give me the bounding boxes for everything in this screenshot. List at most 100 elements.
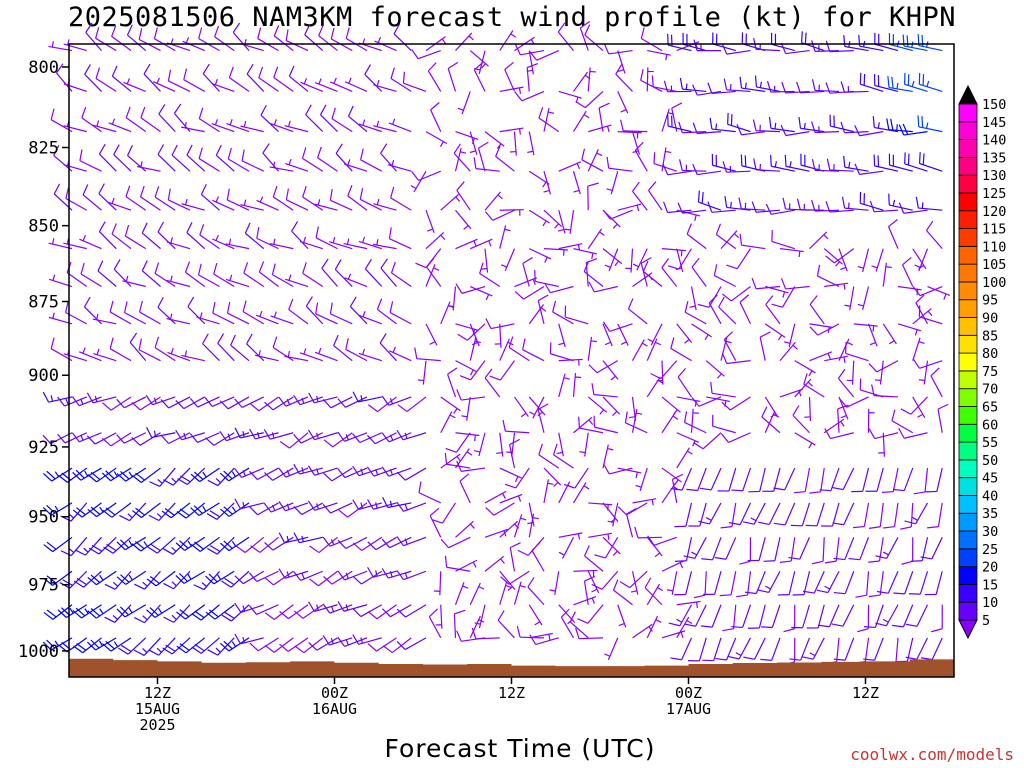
wind-barb — [315, 302, 338, 325]
wind-barb — [330, 27, 353, 52]
wind-barb — [902, 34, 928, 52]
wind-barb-feather — [186, 144, 193, 156]
wind-barb-feather — [902, 256, 912, 266]
wind-barb-feather — [322, 503, 331, 514]
wind-barb-shaft — [753, 502, 766, 525]
wind-barb-shaft — [173, 570, 191, 590]
wind-barb-shaft — [157, 154, 176, 172]
wind-barb-shaft — [520, 50, 545, 56]
wind-barb-shaft — [156, 536, 176, 554]
wind-barb-feather — [294, 645, 305, 654]
wind-barb-feather — [153, 27, 158, 39]
wind-barb-shaft — [824, 355, 848, 362]
wind-barb-shaft — [625, 513, 634, 538]
wind-barb-shaft — [661, 360, 664, 385]
wind-barb-feather — [497, 610, 505, 621]
wind-barb-half-feather — [410, 185, 417, 190]
wind-barb-feather — [71, 432, 80, 443]
wind-barb-feather — [97, 260, 104, 272]
wind-barb — [200, 183, 220, 211]
wind-barb — [323, 570, 353, 585]
wind-barb — [250, 536, 279, 553]
wind-barb — [314, 347, 338, 362]
wind-barb-shaft — [523, 286, 545, 300]
wind-barb-shaft — [393, 33, 412, 52]
wind-barb-shaft — [653, 536, 677, 546]
colorbar-label: 40 — [982, 488, 998, 504]
wind-barb-shaft — [455, 360, 478, 373]
wind-barb-shaft — [837, 408, 840, 433]
wind-barb — [913, 468, 929, 495]
wind-barb-half-feather — [607, 447, 614, 451]
colorbar-swatch — [958, 370, 978, 390]
wind-barb-feather — [796, 81, 801, 93]
wind-barb-half-feather — [604, 264, 611, 268]
wind-barb-shaft — [291, 230, 309, 250]
wind-barb — [811, 159, 840, 172]
wind-barb-feather — [98, 143, 106, 155]
wind-barb — [588, 124, 612, 133]
wind-barb-feather — [843, 35, 846, 47]
wind-barb-feather — [396, 471, 406, 481]
wind-barb-feather — [190, 543, 201, 552]
wind-barb — [207, 637, 235, 656]
wind-barb — [873, 74, 899, 93]
wind-barb — [396, 501, 427, 512]
wind-barb-shaft — [676, 248, 684, 273]
wind-barb — [514, 44, 545, 56]
wind-barb-shaft — [143, 73, 161, 92]
wind-barb-shaft — [903, 209, 928, 214]
wind-barb-feather — [143, 63, 151, 75]
wind-barb-half-feather — [488, 240, 492, 247]
wind-barb-shaft — [725, 637, 737, 661]
wind-barb-feather — [113, 259, 121, 270]
wind-barb-shaft — [493, 502, 515, 516]
wind-barb-feather — [102, 509, 113, 518]
wind-barb-half-feather — [636, 412, 643, 415]
wind-barb-feather — [907, 153, 910, 166]
wind-barb-shaft — [814, 49, 840, 52]
wind-barb-shaft — [916, 604, 929, 627]
wind-barb — [841, 196, 869, 211]
wind-barb-feather — [165, 644, 176, 652]
wind-barb-feather — [679, 77, 683, 90]
wind-barb — [102, 637, 132, 652]
wind-barb-half-feather — [554, 223, 560, 229]
wind-barb-feather — [691, 257, 700, 268]
wind-barb — [543, 209, 563, 229]
wind-barb-feather — [308, 641, 318, 651]
wind-barb-shaft — [333, 345, 353, 362]
wind-barb-shaft — [317, 157, 338, 172]
wind-barb-half-feather — [389, 571, 393, 578]
wind-barb-shaft — [123, 81, 146, 92]
wind-barb-feather — [84, 64, 91, 75]
wind-barb — [410, 170, 427, 193]
wind-barb-feather — [209, 545, 221, 552]
wind-barb-half-feather — [717, 373, 722, 379]
wind-barb-feather — [131, 543, 142, 552]
wind-barb-feather — [150, 543, 161, 552]
wind-barb — [80, 262, 102, 288]
wind-barb — [234, 498, 264, 510]
wind-barb-feather — [138, 28, 143, 40]
colorbar-swatch — [958, 406, 978, 425]
wind-barb-feather — [898, 124, 905, 136]
wind-barb — [495, 145, 515, 172]
wind-barb-feather — [173, 103, 182, 114]
wind-barb — [617, 203, 642, 212]
wind-barb-feather — [527, 577, 535, 588]
wind-barb-half-feather — [591, 252, 594, 260]
wind-barb — [234, 427, 264, 439]
wind-barb-shaft — [256, 570, 279, 583]
wind-barb — [246, 333, 265, 362]
wind-barb — [116, 570, 147, 585]
wind-barb — [71, 396, 102, 407]
wind-barb-shaft — [648, 190, 663, 211]
wind-barb — [881, 467, 899, 494]
wind-barb-shaft — [360, 604, 383, 618]
colorbar-swatch — [958, 530, 978, 550]
wind-barb — [162, 637, 191, 655]
wind-barb-half-feather — [54, 471, 60, 478]
wind-barb-feather — [116, 576, 127, 585]
wind-barb-feather — [260, 104, 267, 116]
